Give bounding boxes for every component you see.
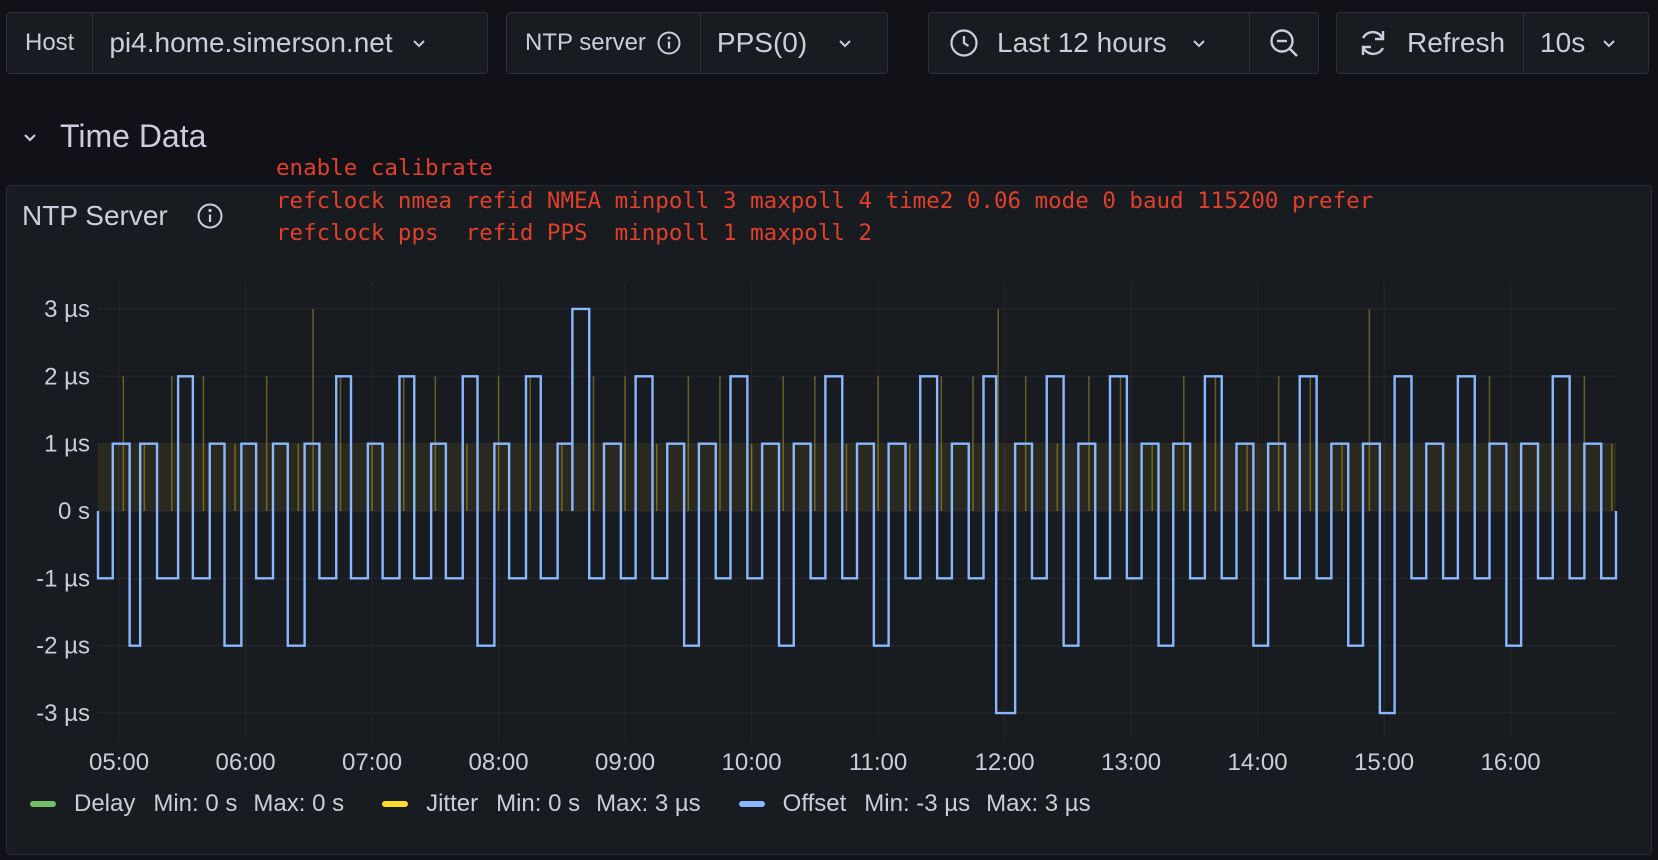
y-tick-label: -3 µs xyxy=(36,700,90,727)
panel-header: NTP Server xyxy=(22,200,224,232)
legend-swatch xyxy=(382,801,409,807)
legend-min: Min: 0 s xyxy=(153,790,238,817)
ntp-server-value: PPS(0) xyxy=(716,27,808,58)
note-line: enable calibrate xyxy=(276,155,493,181)
refresh-interval-select[interactable]: 10s xyxy=(1523,13,1633,73)
legend-max: Max: 3 µs xyxy=(596,790,701,817)
panel-note: enable calibrate refclock nmea refid NME… xyxy=(276,152,1373,250)
x-tick-label: 09:00 xyxy=(595,749,655,776)
x-tick-label: 10:00 xyxy=(722,749,782,776)
ntp-server-select[interactable]: PPS(0) xyxy=(701,13,871,73)
chart-legend: Delay Min: 0 s Max: 0 s Jitter Min: 0 s … xyxy=(30,790,1129,818)
x-tick-label: 15:00 xyxy=(1354,749,1414,776)
refresh-icon xyxy=(1357,27,1389,59)
x-tick-label: 06:00 xyxy=(216,749,276,776)
info-icon[interactable] xyxy=(196,202,224,230)
panel-title: NTP Server xyxy=(22,200,168,231)
chart-series xyxy=(96,307,1618,715)
row-toggle[interactable]: Time Data xyxy=(22,118,206,155)
ntp-server-label-text: NTP server xyxy=(525,29,646,56)
host-value: pi4.home.simerson.net xyxy=(109,27,393,58)
legend-name: Offset xyxy=(782,790,847,817)
time-picker: Last 12 hours xyxy=(928,12,1319,74)
y-tick-label: -1 µs xyxy=(36,565,90,592)
legend-name: Delay xyxy=(74,790,136,817)
zoom-out-button[interactable] xyxy=(1249,13,1318,73)
legend-min: Min: -3 µs xyxy=(864,790,971,817)
note-line: refclock nmea refid NMEA minpoll 3 maxpo… xyxy=(276,187,1374,214)
time-range-label: Last 12 hours xyxy=(997,27,1167,58)
legend-swatch xyxy=(738,801,765,807)
x-tick-label: 05:00 xyxy=(89,749,149,776)
chevron-down-icon xyxy=(837,35,853,51)
zoom-out-icon xyxy=(1268,27,1300,59)
legend-min: Min: 0 s xyxy=(496,790,581,817)
chevron-down-icon xyxy=(1601,35,1617,51)
x-axis: 05:00 06:00 07:00 08:00 09:00 10:00 11:00 12:00… xyxy=(89,749,1541,776)
host-select[interactable]: pi4.home.simerson.net xyxy=(93,13,444,73)
info-icon[interactable] xyxy=(656,30,682,56)
y-tick-label: -2 µs xyxy=(36,633,90,660)
time-range-button[interactable]: Last 12 hours xyxy=(929,13,1249,73)
y-axis: 3 µs 2 µs 1 µs 0 s -1 µs -2 µs -3 µs xyxy=(36,296,90,727)
refresh-button[interactable]: Refresh xyxy=(1337,13,1523,73)
legend-name: Jitter xyxy=(426,790,479,817)
x-tick-label: 11:00 xyxy=(849,749,907,776)
legend-item-delay[interactable]: Delay Min: 0 s Max: 0 s xyxy=(30,790,360,818)
y-tick-label: 0 s xyxy=(58,498,90,525)
legend-max: Max: 0 s xyxy=(253,790,345,817)
refresh-interval-value: 10s xyxy=(1540,27,1586,58)
host-variable: Host pi4.home.simerson.net xyxy=(6,12,488,74)
legend-max: Max: 3 µs xyxy=(986,790,1091,817)
y-tick-label: 3 µs xyxy=(44,296,90,323)
chevron-down-icon xyxy=(22,129,38,145)
refresh-picker: Refresh 10s xyxy=(1336,12,1649,74)
x-tick-label: 16:00 xyxy=(1481,749,1541,776)
note-line: refclock pps refid PPS minpoll 1 maxpoll… xyxy=(276,220,873,246)
clock-icon xyxy=(949,28,979,58)
y-tick-label: 2 µs xyxy=(44,363,90,390)
row-title: Time Data xyxy=(60,118,207,154)
x-tick-label: 12:00 xyxy=(975,749,1035,776)
x-tick-label: 08:00 xyxy=(469,749,529,776)
chevron-down-icon xyxy=(411,35,427,51)
ntp-server-panel xyxy=(6,185,1652,855)
x-tick-label: 13:00 xyxy=(1101,749,1161,776)
x-tick-label: 14:00 xyxy=(1228,749,1288,776)
host-label: Host xyxy=(7,13,94,73)
x-tick-label: 07:00 xyxy=(342,749,402,776)
y-tick-label: 1 µs xyxy=(44,431,90,458)
legend-item-offset[interactable]: Offset Min: -3 µs Max: 3 µs xyxy=(738,790,1107,818)
legend-item-jitter[interactable]: Jitter Min: 0 s Max: 3 µs xyxy=(382,790,717,818)
offset-line xyxy=(96,307,1618,715)
ntp-server-label: NTP server xyxy=(507,13,701,73)
chevron-down-icon xyxy=(1191,35,1207,51)
legend-swatch xyxy=(30,801,56,807)
ntp-server-variable: NTP server PPS(0) xyxy=(506,12,888,74)
refresh-label: Refresh xyxy=(1407,27,1506,58)
